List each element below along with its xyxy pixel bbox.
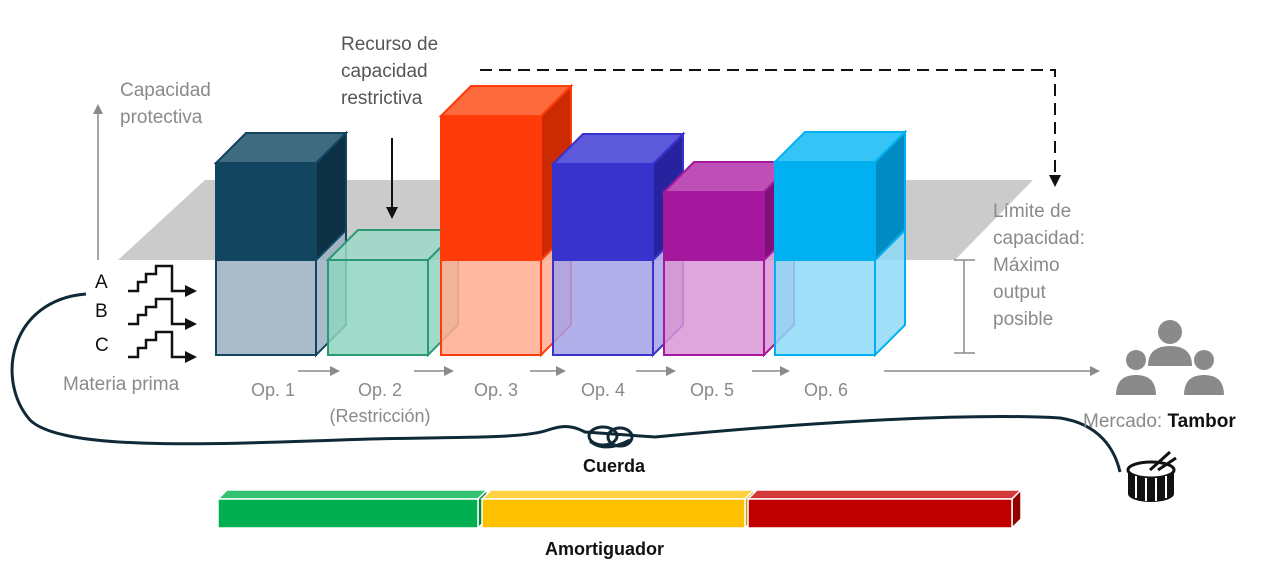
buffer-yellow-top — [480, 489, 756, 500]
rope — [10, 292, 1122, 473]
input-signals — [128, 264, 197, 363]
market-drum: Tambor — [1167, 411, 1236, 432]
people-icon — [1116, 320, 1224, 395]
buffer-bar — [216, 488, 1023, 530]
op-label-4: Op. 4 — [580, 380, 626, 400]
buffer-green-top — [216, 489, 489, 500]
op-5-upper-front — [663, 191, 765, 261]
op-6-lower-front — [774, 259, 876, 356]
input-label-c: C — [95, 335, 109, 356]
op-label-6: Op. 6 — [803, 380, 849, 400]
op-label-2: Op. 2 — [357, 380, 403, 400]
operation-cubes — [213, 83, 908, 358]
rope-label: Cuerda — [583, 456, 646, 476]
op-sublabel-2: (Restricción) — [329, 406, 431, 426]
buffer-red-front — [747, 498, 1013, 529]
op-6-upper-front — [774, 161, 876, 261]
op-6-top — [772, 131, 908, 163]
raw-material-label: Materia prima — [63, 374, 180, 395]
op-3-upper-front — [440, 115, 542, 261]
constraint-resource-label: Recurso de capacidad restrictiva — [341, 34, 439, 109]
op-2-lower-front — [327, 259, 429, 356]
op-1-lower-front — [215, 259, 317, 356]
drum-icon — [1126, 450, 1177, 502]
op-label-3: Op. 3 — [473, 380, 519, 400]
max-output-bracket — [954, 259, 975, 354]
protective-capacity-label: Capacidad protectiva — [120, 80, 211, 128]
market-label: Mercado: Tambor — [1083, 408, 1236, 435]
buffer-yellow-front — [481, 498, 746, 529]
op-1-top — [213, 132, 349, 164]
market-prefix: Mercado: — [1083, 411, 1168, 432]
op-4-lower-front — [552, 259, 654, 356]
input-label-b: B — [95, 301, 108, 322]
op-4-upper-front — [552, 163, 654, 261]
op-4-top — [550, 133, 686, 165]
buffer-label: Amortiguador — [545, 539, 664, 559]
dashed-feedback-line — [480, 69, 1061, 187]
op-label-1: Op. 1 — [250, 380, 296, 400]
op-5-lower-front — [663, 259, 765, 356]
op-label-5: Op. 5 — [689, 380, 735, 400]
buffer-green-front — [217, 498, 479, 529]
capacity-limit-label: Límite de capacidad: Máximo output posib… — [993, 201, 1085, 330]
input-label-a: A — [95, 272, 108, 293]
op-3-top — [438, 85, 574, 117]
rope-knot-icon — [587, 425, 634, 449]
buffer-red-top — [746, 489, 1023, 500]
op-3-lower-front — [440, 259, 542, 356]
op-1-upper-front — [215, 162, 317, 261]
